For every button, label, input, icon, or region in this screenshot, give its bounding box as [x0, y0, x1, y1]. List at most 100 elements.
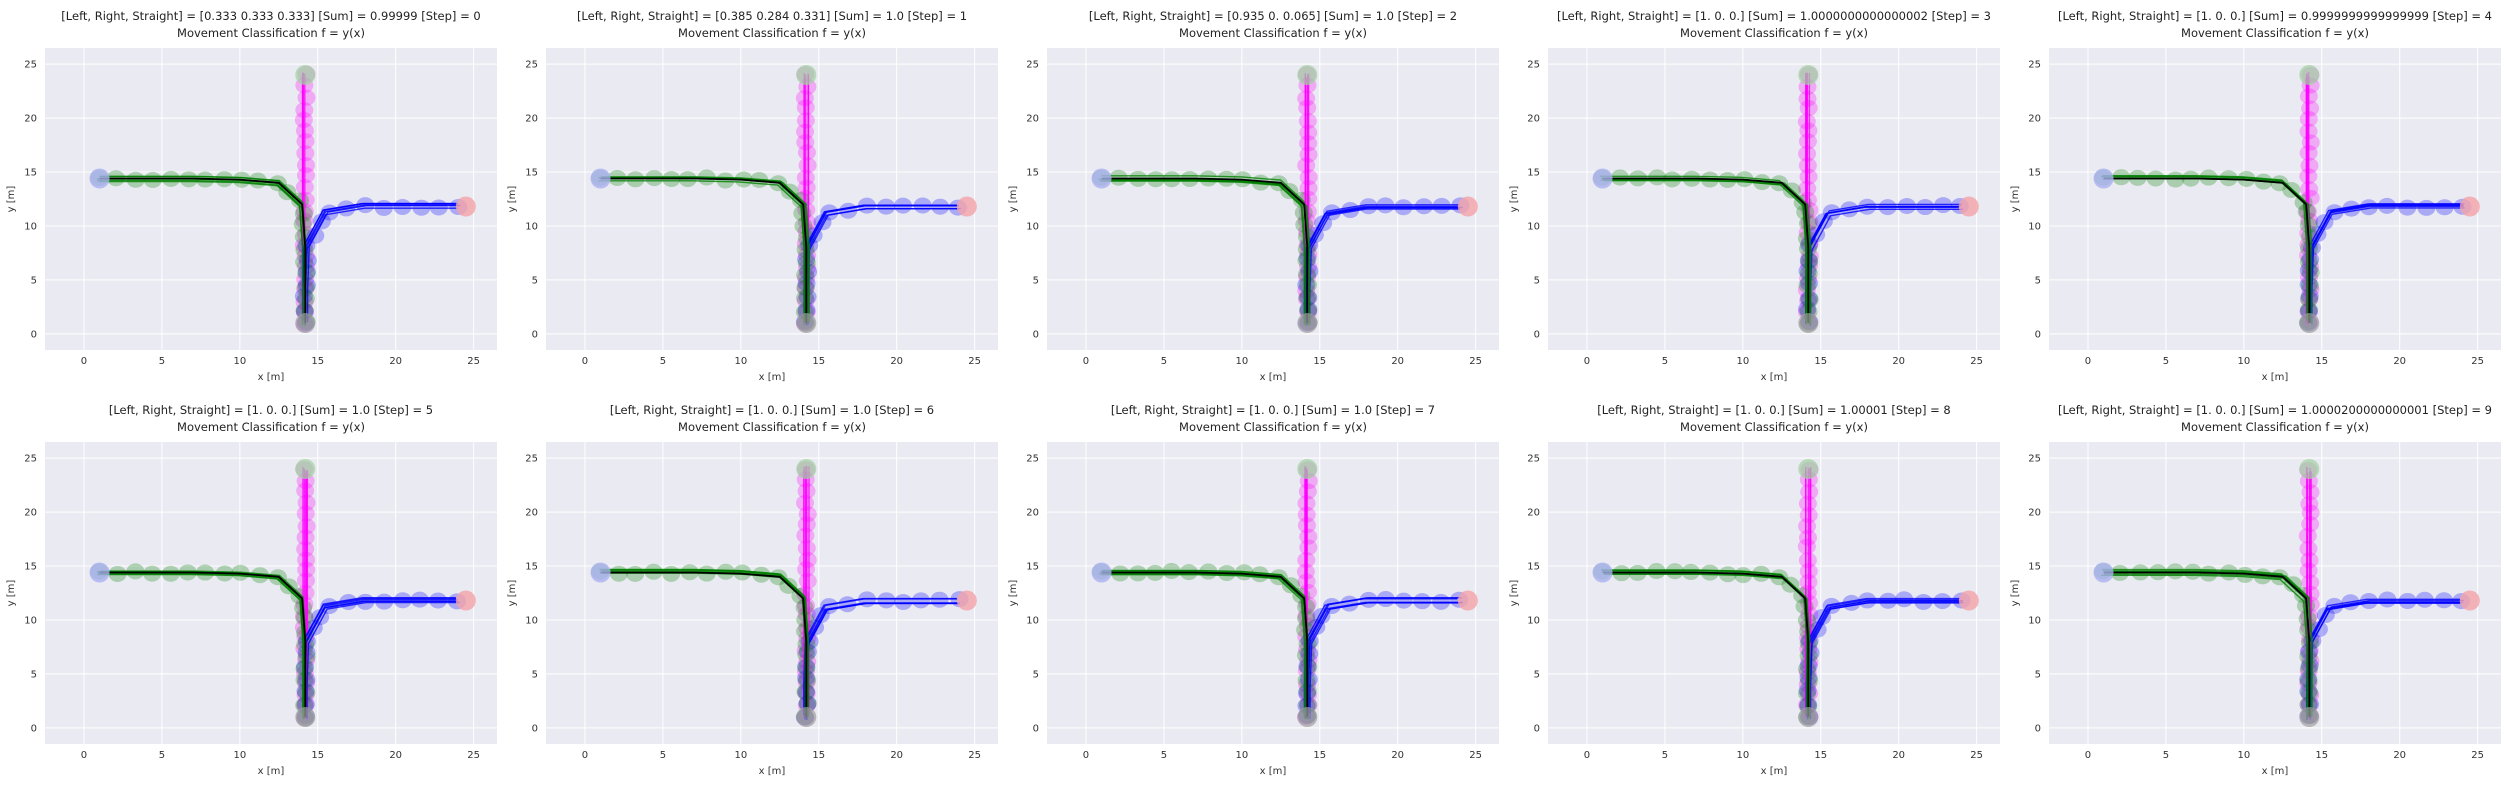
right-track-line	[306, 204, 461, 323]
chart-title: [Left, Right, Straight] = [1. 0. 0.] [Su…	[1111, 403, 1435, 417]
left-track-line	[1600, 175, 1807, 321]
y-tick-label: 10	[24, 615, 37, 626]
right-track-blob	[1359, 591, 1378, 608]
chart-subtitle: Movement Classification f = y(x)	[2181, 420, 2369, 434]
right-track-blob	[393, 592, 412, 609]
x-tick-label: 20	[2393, 356, 2406, 367]
right-start-marker	[2459, 590, 2480, 611]
plot-area	[2049, 48, 2501, 350]
straight-track-blob	[296, 167, 315, 184]
y-tick-label: 10	[2028, 221, 2041, 232]
x-tick-label: 25	[467, 750, 480, 761]
top-start-marker	[1798, 458, 1819, 479]
top-start-marker	[1297, 64, 1318, 85]
y-tick-label: 10	[1026, 615, 1039, 626]
predicted-path-line	[1602, 177, 1810, 323]
x-tick-label: 0	[1083, 356, 1089, 367]
predicted-path-line	[1101, 177, 1309, 323]
y-tick-label: 20	[1026, 114, 1039, 125]
predicted-path-line	[2103, 177, 2311, 323]
y-axis-label: y [m]	[1008, 186, 1019, 213]
subplot-svg: [Left, Right, Straight] = [0.333 0.333 0…	[6, 9, 497, 383]
y-tick-label: 15	[2028, 168, 2041, 179]
right-track-blob	[931, 198, 950, 215]
x-tick-label: 25	[1469, 750, 1482, 761]
y-tick-label: 10	[24, 221, 37, 232]
x-tick-label: 0	[582, 750, 588, 761]
y-tick-label: 0	[532, 723, 538, 734]
x-axis-label: x [m]	[1260, 766, 1287, 777]
chart-subtitle: Movement Classification f = y(x)	[1179, 420, 1367, 434]
top-start-marker	[2299, 458, 2320, 479]
left-track-blob	[716, 172, 735, 189]
y-tick-label: 15	[1026, 562, 1039, 573]
right-track-blob	[1413, 593, 1432, 610]
y-axis-label: y [m]	[2010, 580, 2021, 607]
y-tick-label: 15	[2028, 562, 2041, 573]
x-tick-label: 0	[81, 356, 87, 367]
x-tick-label: 25	[2471, 356, 2484, 367]
x-tick-label: 20	[1892, 750, 1905, 761]
straight-track-blob	[1799, 168, 1818, 185]
chart-subtitle: Movement Classification f = y(x)	[678, 420, 866, 434]
subplot-step-7: [Left, Right, Straight] = [1. 0. 0.] [Su…	[1002, 394, 1503, 788]
chart-title: [Left, Right, Straight] = [0.333 0.333 0…	[61, 9, 480, 23]
bottom-start-marker	[295, 313, 316, 334]
plot-area	[45, 48, 497, 350]
x-axis-label: x [m]	[1761, 372, 1788, 383]
x-axis-label: x [m]	[2262, 372, 2289, 383]
left-start-marker	[2093, 562, 2114, 583]
y-tick-label: 15	[525, 562, 538, 573]
x-tick-label: 20	[389, 750, 402, 761]
bottom-start-marker	[295, 707, 316, 728]
right-track-line	[306, 601, 460, 719]
left-track-line	[598, 180, 805, 326]
predicted-path-line	[1602, 571, 1810, 717]
top-start-marker	[295, 458, 316, 479]
left-start-marker	[1091, 562, 1112, 583]
right-track-blob	[877, 592, 896, 609]
subplot-svg: [Left, Right, Straight] = [1. 0. 0.] [Su…	[1509, 403, 2000, 777]
y-tick-label: 20	[1527, 114, 1540, 125]
left-track-blob	[1648, 169, 1667, 186]
y-tick-label: 5	[1033, 275, 1039, 286]
chart-subtitle: Movement Classification f = y(x)	[2181, 26, 2369, 40]
y-tick-label: 0	[532, 329, 538, 340]
top-start-marker	[796, 64, 817, 85]
chart-subtitle: Movement Classification f = y(x)	[1680, 420, 1868, 434]
subplot-step-3: [Left, Right, Straight] = [1. 0. 0.] [Su…	[1503, 0, 2004, 394]
left-start-marker	[89, 562, 110, 583]
x-tick-label: 10	[2237, 356, 2250, 367]
x-tick-label: 20	[890, 750, 903, 761]
y-tick-label: 0	[1033, 329, 1039, 340]
left-start-marker	[89, 168, 110, 189]
x-axis-label: x [m]	[1260, 372, 1287, 383]
predicted-path-line	[99, 571, 307, 717]
chart-title: [Left, Right, Straight] = [1. 0. 0.] [Su…	[1557, 9, 1991, 23]
y-tick-label: 10	[1026, 221, 1039, 232]
straight-track-blob	[798, 551, 817, 568]
chart-subtitle: Movement Classification f = y(x)	[1680, 26, 1868, 40]
bottom-start-marker	[1798, 707, 1819, 728]
x-tick-label: 5	[1662, 356, 1668, 367]
y-tick-label: 15	[1026, 168, 1039, 179]
y-tick-label: 0	[31, 723, 37, 734]
plot-area	[1047, 442, 1499, 744]
x-tick-label: 0	[582, 356, 588, 367]
x-tick-label: 5	[1662, 750, 1668, 761]
left-track-blob	[126, 171, 145, 188]
y-tick-label: 15	[24, 168, 37, 179]
x-tick-label: 15	[812, 356, 825, 367]
x-tick-label: 10	[1736, 356, 1749, 367]
x-tick-label: 15	[2315, 356, 2328, 367]
x-axis-label: x [m]	[1761, 766, 1788, 777]
chart-subtitle: Movement Classification f = y(x)	[177, 26, 365, 40]
y-tick-label: 5	[2035, 669, 2041, 680]
y-axis-label: y [m]	[1008, 580, 1019, 607]
bottom-start-marker	[1297, 313, 1318, 334]
left-track-line	[2101, 574, 2308, 720]
x-tick-label: 20	[1391, 356, 1404, 367]
y-tick-label: 0	[1033, 723, 1039, 734]
y-tick-label: 0	[2035, 723, 2041, 734]
x-tick-label: 5	[1161, 750, 1167, 761]
